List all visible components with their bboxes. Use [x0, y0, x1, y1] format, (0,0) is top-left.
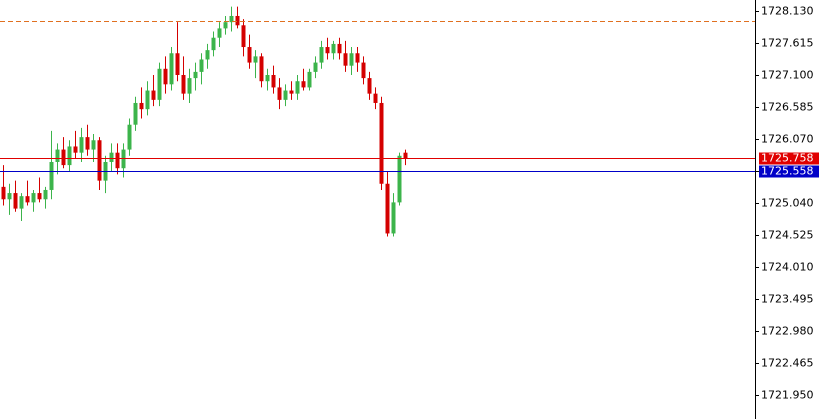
candle-body [307, 71, 312, 88]
candle-body [259, 56, 264, 82]
candle-body [97, 140, 102, 181]
candle-body [187, 78, 192, 94]
y-tick-label: 1721.950 [761, 389, 814, 402]
candle-body [79, 137, 84, 153]
candle-body [13, 193, 18, 209]
candle-body [325, 47, 330, 54]
candle-body [157, 68, 162, 100]
candle-body [355, 53, 360, 63]
ask-label-box [759, 165, 819, 178]
candle-body [19, 196, 24, 209]
candle-body [73, 146, 78, 153]
candle-body [151, 90, 156, 100]
y-tick-label: 1722.980 [761, 325, 814, 338]
candle-body [85, 137, 90, 150]
y-tick-label: 1727.100 [761, 69, 814, 82]
candle-body [301, 81, 306, 88]
candle-body [211, 37, 216, 51]
bid-label-box [759, 152, 819, 165]
candle-body [379, 102, 384, 184]
candle-body [55, 149, 60, 162]
candle-body [127, 124, 132, 150]
y-tick-label: 1724.010 [761, 261, 814, 274]
candle-body [397, 155, 402, 203]
candle-body [61, 149, 66, 166]
candle-body [229, 15, 234, 23]
y-tick-label: 1726.585 [761, 101, 814, 114]
candle-body [337, 43, 342, 54]
candle-body [223, 22, 228, 29]
y-tick-label: 1723.495 [761, 293, 814, 306]
candle-body [313, 62, 318, 72]
candle-body [391, 202, 396, 234]
bid-label: 1725.758 [761, 152, 814, 165]
candle-body [385, 183, 390, 234]
candle-body [283, 90, 288, 100]
candle-body [253, 56, 258, 63]
y-tick-label: 1728.130 [761, 5, 814, 18]
candle-body [133, 102, 138, 125]
candle-body [367, 78, 372, 94]
candle-body [247, 47, 252, 63]
candle-body [43, 189, 48, 200]
ask-label: 1725.558 [761, 165, 814, 178]
candle-body [91, 140, 96, 150]
y-tick-label: 1725.040 [761, 197, 814, 210]
y-tick-label: 1726.070 [761, 133, 814, 146]
candle-body [199, 59, 204, 72]
candle-body [145, 90, 150, 110]
candle-body [235, 15, 240, 26]
candle-body [241, 25, 246, 48]
candle-body [49, 161, 54, 190]
candle-body [67, 146, 72, 166]
candle-body [349, 53, 354, 66]
candle-body [271, 75, 276, 88]
candle-body [289, 90, 294, 94]
candle-body [193, 71, 198, 79]
candle-body [169, 53, 174, 85]
candle-body [295, 81, 300, 94]
candle-body [31, 193, 36, 203]
candle-body [25, 196, 30, 203]
y-tick-label: 1724.525 [761, 229, 814, 242]
candle-body [175, 53, 180, 76]
candle-body [331, 43, 336, 54]
candle-body [37, 193, 42, 200]
y-tick-label: 1722.465 [761, 357, 814, 370]
candle-body [277, 87, 282, 100]
candle-body [217, 28, 222, 38]
candle-body [319, 47, 324, 63]
y-tick-label: 1727.615 [761, 37, 814, 50]
candle-body [115, 152, 120, 169]
candle-body [373, 93, 378, 103]
candle-body [265, 75, 270, 82]
candle-body [205, 50, 210, 60]
candle-body [163, 68, 168, 85]
candle-body [181, 75, 186, 94]
candle-body [7, 193, 12, 200]
candle-body [1, 186, 6, 200]
candle-body [403, 152, 408, 159]
candle-body [361, 62, 366, 79]
candle-body [109, 152, 114, 162]
candle-body [139, 102, 144, 110]
candle-body [343, 53, 348, 66]
